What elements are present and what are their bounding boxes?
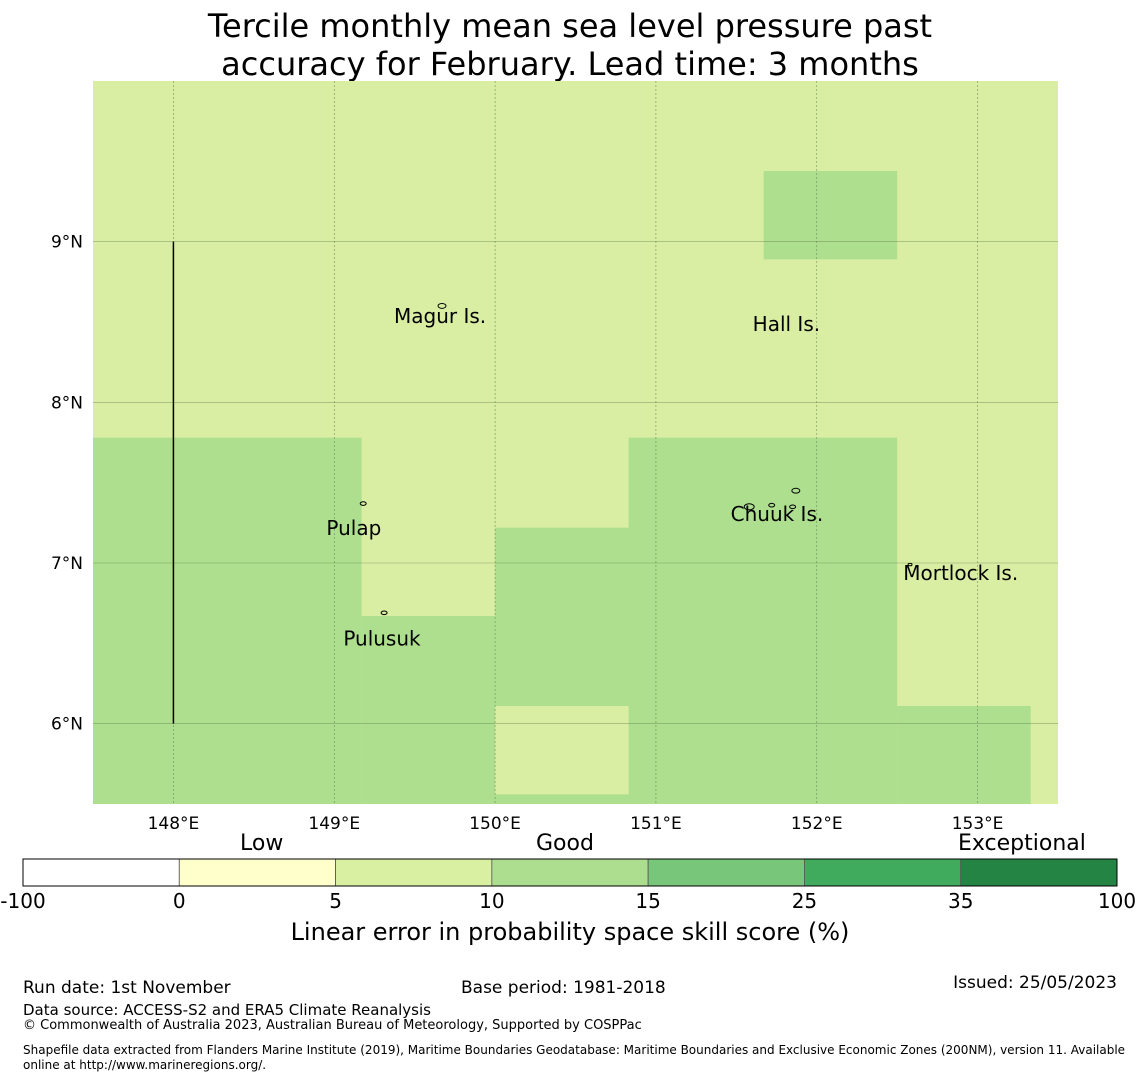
colorbar-segment bbox=[491, 858, 649, 887]
skill-cell bbox=[361, 616, 496, 804]
colorbar-tick-label: 10 bbox=[479, 889, 505, 913]
colorbar-tick-label: 35 bbox=[947, 889, 974, 913]
place-label: Magur Is. bbox=[394, 304, 486, 328]
island-outline bbox=[437, 303, 447, 309]
issued-date: Issued: 25/05/2023 bbox=[953, 973, 1117, 993]
x-tick-label: 148°E bbox=[148, 814, 200, 834]
y-tick-label: 9°N bbox=[51, 233, 83, 253]
data-source: Data source: ACCESS-S2 and ERA5 Climate … bbox=[23, 1001, 431, 1019]
chart-title-line-2: accuracy for February. Lead time: 3 mont… bbox=[221, 45, 919, 83]
island-outline bbox=[743, 503, 755, 511]
skill-cell bbox=[897, 705, 1031, 804]
colorbar-category-good: Good bbox=[536, 831, 594, 856]
colorbar-tick-label: 0 bbox=[172, 889, 186, 913]
colorbar-tick-label: 15 bbox=[635, 889, 661, 913]
skill-cell bbox=[93, 437, 362, 804]
colorbar-segment bbox=[960, 858, 1118, 887]
x-tick-label: 151°E bbox=[630, 814, 682, 834]
island-outline bbox=[791, 487, 801, 494]
copyright: © Commonwealth of Australia 2023, Austra… bbox=[23, 1018, 642, 1033]
place-label: Mortlock Is. bbox=[903, 561, 1018, 585]
colorbar-tick-label: -100 bbox=[0, 889, 46, 913]
place-label: Pulusuk bbox=[343, 626, 421, 650]
base-period: Base period: 1981-2018 bbox=[461, 978, 666, 998]
skill-cell bbox=[495, 705, 629, 795]
colorbar-tick-label: 100 bbox=[1097, 889, 1137, 913]
colorbar-title: Linear error in probability space skill … bbox=[290, 918, 850, 946]
island-outline bbox=[789, 504, 797, 510]
run-date: Run date: 1st November bbox=[23, 978, 231, 998]
x-tick-label: 150°E bbox=[469, 814, 521, 834]
colorbar-segment bbox=[804, 858, 962, 887]
place-label: Pulap bbox=[326, 516, 381, 540]
island-outline bbox=[359, 501, 367, 506]
colorbar-tick-label: 25 bbox=[791, 889, 818, 913]
y-tick-label: 7°N bbox=[51, 554, 83, 574]
place-label: Chuuk Is. bbox=[731, 502, 824, 526]
skill-cell bbox=[628, 437, 898, 804]
colorbar-category-exceptional: Exceptional bbox=[958, 831, 1086, 856]
colorbar-category-low: Low bbox=[240, 831, 284, 856]
x-tick-label: 153°E bbox=[952, 814, 1004, 834]
place-label: Hall Is. bbox=[753, 312, 820, 336]
x-tick-label: 149°E bbox=[308, 814, 360, 834]
shapefile-credit-line-1: Shapefile data extracted from Flanders M… bbox=[23, 1043, 1126, 1057]
skill-cell bbox=[763, 170, 898, 260]
x-tick-label: 152°E bbox=[791, 814, 843, 834]
colorbar-segment bbox=[178, 858, 336, 887]
colorbar-tick-label: 5 bbox=[329, 889, 342, 913]
colorbar-segment bbox=[22, 858, 180, 887]
island-outline bbox=[380, 610, 388, 616]
shapefile-credit-line-2: online at http://www.marineregions.org/. bbox=[23, 1058, 267, 1072]
chart-title-line-1: Tercile monthly mean sea level pressure … bbox=[207, 7, 933, 45]
colorbar-segment bbox=[335, 858, 493, 887]
island-outline bbox=[907, 562, 913, 567]
colorbar-frame bbox=[22, 858, 1118, 887]
y-tick-label: 8°N bbox=[51, 393, 83, 413]
y-tick-label: 6°N bbox=[51, 715, 83, 735]
colorbar-segment bbox=[647, 858, 805, 887]
island-outline bbox=[768, 502, 776, 508]
